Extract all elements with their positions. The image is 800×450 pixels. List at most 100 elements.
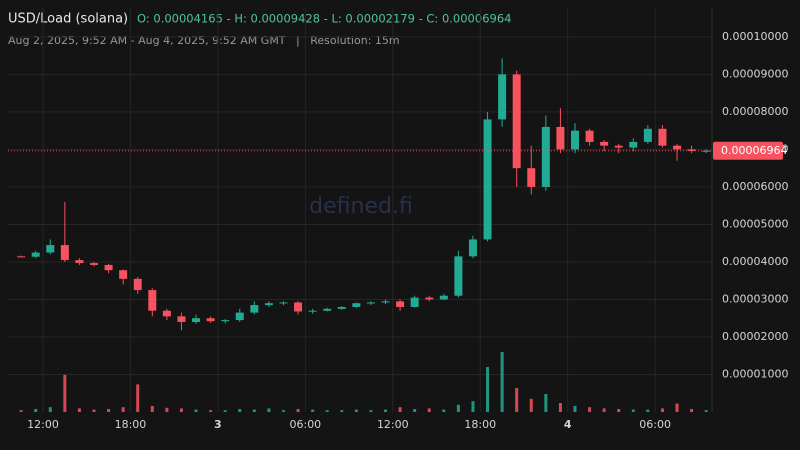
y-tick-label: 0.00002000 [722,330,788,343]
candle-body [31,252,40,257]
volume-bar [573,406,577,412]
candle-body [337,306,346,309]
volume-bar [675,403,679,412]
candle-body [89,263,98,265]
volume-bar [617,409,621,412]
y-tick-label: 0.00004000 [722,255,788,268]
volume-bar [646,409,650,412]
volume-bar [223,410,227,412]
x-tick-label: 06:00 [289,418,321,431]
volume-bar [413,409,417,412]
candle-body [177,316,186,322]
last-price-label: 0.00006964 [721,144,787,157]
volume-bar [194,409,198,412]
candle-body [468,239,477,257]
volume-bar [77,408,81,412]
volume-bar [631,409,635,412]
volume-bar [369,410,373,412]
y-tick-label: 0.00001000 [722,367,788,380]
volume-bar [267,408,271,412]
candle-body [119,270,128,279]
volume-bar [150,406,154,412]
candle-body [366,302,375,304]
volume-bar [165,407,169,412]
volume-bar [325,410,329,412]
candle-body [133,278,142,291]
volume-bar [442,409,446,412]
candle-body [162,310,171,317]
candle-body [46,245,55,253]
candle-body [235,312,244,321]
candle-body [396,301,405,307]
x-tick-label: 4 [564,418,572,431]
volume-bar [384,409,388,412]
candle-body [17,256,26,258]
volume-bar [456,404,460,412]
volume-bar [92,409,96,412]
candle-body [600,141,609,146]
candle-body [541,126,550,187]
volume-bar [427,408,431,412]
candle-body [352,303,361,307]
volume-bar [544,394,548,412]
symbol: USD/Load (solana) [8,12,128,27]
x-tick-label: 06:00 [639,418,671,431]
volume-bar [660,408,664,412]
candle-body [687,149,696,151]
volume-bar [238,409,242,412]
volume-bar [471,401,475,412]
volume-bar [179,408,183,412]
candle-body [614,145,623,148]
volume-bar [588,407,592,412]
x-tick-label: 12:00 [377,418,409,431]
last-price-box [713,141,783,160]
y-tick-label: 0.00008000 [722,105,788,118]
subtitle: Aug 2, 2025, 9:52 AM - Aug 4, 2025, 9:52… [8,34,400,47]
volume-bar [48,407,52,412]
volume-bar [558,403,562,412]
volume-bar [107,409,111,412]
volume-bar [63,374,67,412]
candle-body [323,308,332,311]
candle-body [308,310,317,312]
volume-bar [281,410,285,412]
candle-body [570,130,579,150]
volume-bar [486,367,490,412]
volume-bar [121,407,125,412]
candle-body [585,130,594,142]
x-tick-label: 18:00 [115,418,147,431]
candle-body [512,74,521,169]
candle-body [264,303,273,306]
candle-body [643,128,652,142]
volume-bar [296,409,300,412]
candle-body [483,119,492,240]
y-tick-label: 0.00006000 [722,180,788,193]
volume-bar [602,408,606,412]
candle-body [250,305,259,313]
candle-body [60,245,69,261]
candle-body [702,150,711,152]
volume-bar [34,409,38,412]
volume-bar [500,352,504,412]
volume-bar [704,410,708,412]
candle-body [104,264,113,271]
volume-bar [311,409,315,412]
y-tick-label: 0.00005000 [722,217,788,230]
candle-body [206,318,215,322]
candle-body [527,168,536,187]
x-tick-label: 3 [214,418,222,431]
x-tick-label: 12:00 [27,418,59,431]
candle-body [439,295,448,300]
volume-bar [209,410,213,412]
watermark: defined.fi [309,194,413,219]
volume-bar [354,409,358,412]
ohlc: O: 0.00004165 - H: 0.00009428 - L: 0.000… [137,12,511,26]
x-tick-label: 18:00 [464,418,496,431]
candle-body [279,302,288,304]
candle-body [556,126,565,150]
candle-body [381,301,390,303]
candle-body [192,318,201,322]
